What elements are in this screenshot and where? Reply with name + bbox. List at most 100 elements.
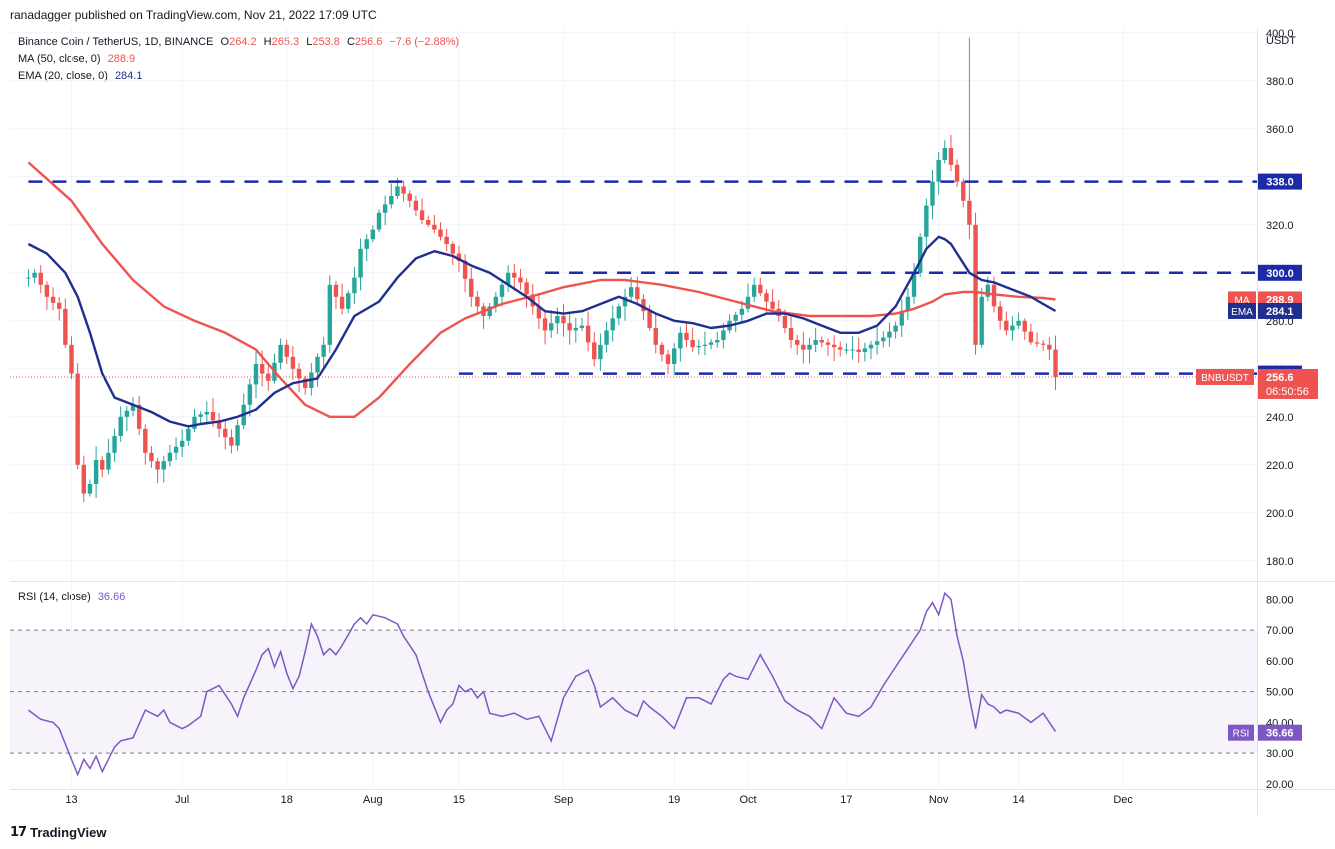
rsi-legend[interactable]: RSI (14, close) 36.66 <box>18 591 125 603</box>
candle-body <box>690 340 695 348</box>
candle-body <box>186 428 191 441</box>
candle-body <box>708 342 714 345</box>
candle-body <box>659 344 665 355</box>
candle-body <box>382 204 388 213</box>
candle-body <box>69 344 74 374</box>
candle-body <box>32 272 37 278</box>
candle-body <box>622 296 628 307</box>
candle-body <box>856 349 861 352</box>
date-tick-label: 18 <box>281 794 293 806</box>
candle-body <box>795 340 800 345</box>
low-value: 253.8 <box>312 36 340 48</box>
tradingview-logo-icon: 𝟭𝟳 <box>10 824 27 839</box>
candle-body <box>573 328 578 331</box>
date-tick-label: 14 <box>1012 794 1024 806</box>
candle-body <box>155 461 160 470</box>
candle-body <box>223 428 228 438</box>
candle-body <box>235 425 240 446</box>
candle-body <box>124 410 130 417</box>
candle-body <box>290 356 296 369</box>
candle-body <box>327 284 332 345</box>
last-price-tag <box>1258 368 1318 399</box>
candle-body <box>887 331 892 338</box>
candle-body <box>924 205 929 237</box>
indicator-value-label: 284.1 <box>1266 306 1294 318</box>
ma-legend[interactable]: MA (50, close, 0) 288.9 <box>18 53 135 65</box>
symbol-tag <box>1196 368 1254 385</box>
candle-body <box>825 342 831 345</box>
candle-body <box>807 344 812 350</box>
candle-body <box>395 186 400 196</box>
candle-body <box>549 323 554 331</box>
candle-body <box>592 342 597 360</box>
level-tag <box>1258 264 1302 281</box>
candle-body <box>93 460 99 484</box>
candle-body <box>801 344 806 350</box>
candle-body <box>143 428 148 453</box>
candle-body <box>100 460 105 470</box>
candle-body <box>1028 331 1034 343</box>
price-tick-label: 180.0 <box>1266 556 1294 568</box>
candle-body <box>985 284 991 297</box>
candle-body <box>579 325 585 328</box>
candle-body <box>997 306 1003 321</box>
candle-body <box>407 193 412 201</box>
rsi-value-tag <box>1258 724 1302 741</box>
candle-body <box>1053 349 1058 377</box>
date-tick-label: Jul <box>175 794 189 806</box>
candle-body <box>364 239 369 249</box>
last-price-value: 256.6 <box>1266 372 1294 384</box>
candle-body <box>555 316 560 324</box>
candle-body <box>296 368 302 379</box>
candle-body <box>918 236 923 273</box>
candle-body <box>653 328 658 345</box>
candle-body <box>881 337 886 342</box>
candle-body <box>733 314 738 321</box>
candle-body <box>413 200 419 211</box>
rsi-value: 36.66 <box>97 591 126 603</box>
candle-body <box>641 299 646 312</box>
rsi-tick-label: 60.00 <box>1266 656 1294 668</box>
candle-body <box>954 164 960 182</box>
date-tick-label: Dec <box>1113 794 1133 806</box>
open-value: 264.2 <box>229 36 257 48</box>
candle-body <box>161 461 166 470</box>
candle-body <box>874 341 880 345</box>
candle-body <box>253 364 259 385</box>
candle-body <box>358 248 363 278</box>
candle-body <box>770 301 775 309</box>
indicator-value-tag <box>1258 302 1302 319</box>
candle-body <box>278 344 283 363</box>
price-tick-label: 320.0 <box>1266 220 1294 232</box>
symbol-legend: Binance Coin / TetherUS, 1D, BINANCE O26… <box>18 36 459 48</box>
candle-body <box>180 440 185 447</box>
candle-body <box>505 272 511 285</box>
candle-body <box>210 412 216 421</box>
candle-body <box>844 349 849 351</box>
candle-body <box>106 452 111 470</box>
candle-body <box>518 277 523 283</box>
rsi-tag-label: RSI <box>1233 729 1250 740</box>
candle-body <box>315 356 320 373</box>
ema-legend[interactable]: EMA (20, close, 0) 284.1 <box>18 70 142 82</box>
candle-body <box>868 344 874 349</box>
candle-body <box>893 325 898 332</box>
candle-body <box>604 330 609 345</box>
change-value: −7.6 (−2.88%) <box>389 36 460 48</box>
date-tick-label: Oct <box>739 794 756 806</box>
ma-label: MA (50, close, 0) <box>18 53 101 65</box>
price-tick-label: 200.0 <box>1266 508 1294 520</box>
candle-body <box>26 277 31 279</box>
high-value: 265.3 <box>271 36 300 48</box>
candle-body <box>1016 320 1021 326</box>
candle-body <box>346 293 351 309</box>
candle-body <box>333 284 339 297</box>
candle-body <box>702 344 708 346</box>
candle-body <box>536 306 542 319</box>
open-label: O <box>220 36 230 48</box>
candle-body <box>1041 343 1046 345</box>
candle-body <box>961 181 966 201</box>
candle-body <box>370 229 376 240</box>
tradingview-footer[interactable]: 𝟭𝟳 TradingView <box>10 824 106 840</box>
